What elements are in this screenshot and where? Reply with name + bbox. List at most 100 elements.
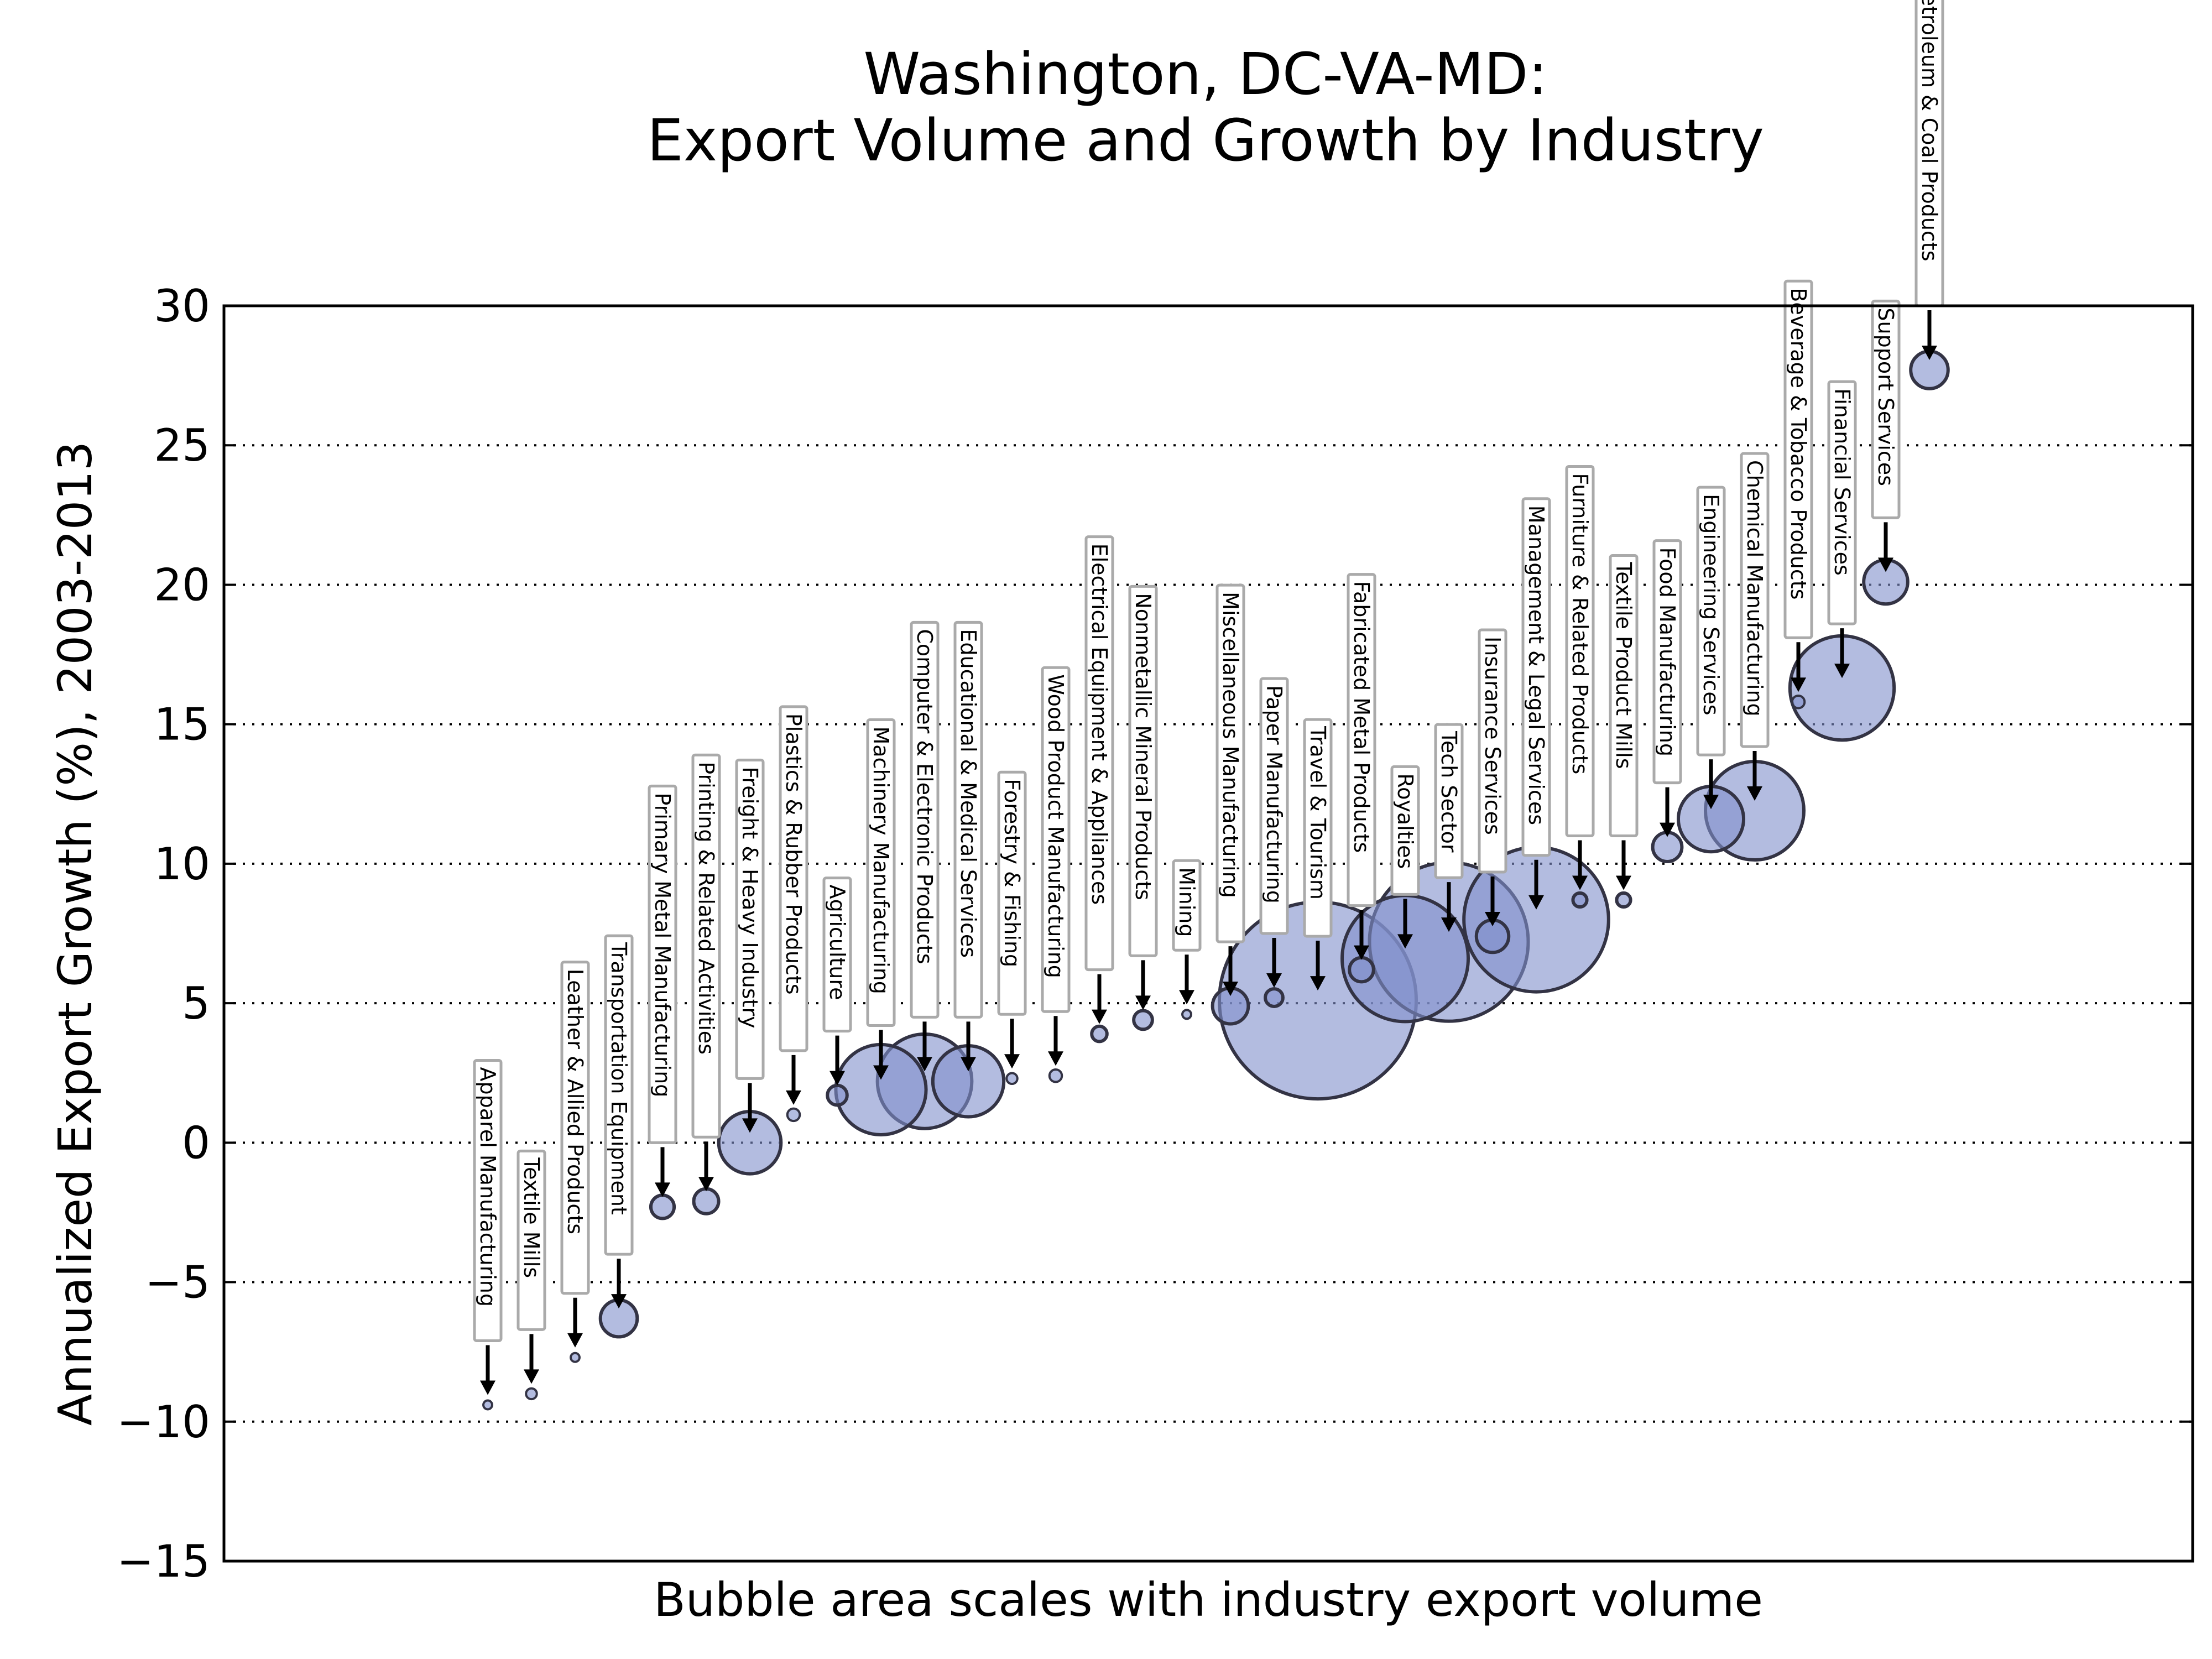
industry-label: Agriculture bbox=[825, 885, 849, 1000]
label-box bbox=[735, 758, 765, 1080]
industry-label: Wood Product Manufacturing bbox=[1044, 674, 1068, 978]
arrow-head bbox=[786, 1090, 801, 1105]
arrow-head bbox=[1747, 786, 1762, 801]
industry-label: Travel & Tourism bbox=[1306, 726, 1330, 900]
bubble bbox=[1348, 956, 1375, 984]
label-box bbox=[1128, 585, 1158, 957]
industry-label: Freight & Heavy Industry bbox=[738, 766, 762, 1028]
arrow-head bbox=[567, 1333, 583, 1348]
industry-label: Educational & Medical Services bbox=[956, 629, 980, 958]
industry-annotation: Leather & Allied Products bbox=[560, 961, 590, 1348]
industry-annotation: Tech Sector bbox=[1434, 723, 1464, 932]
label-box bbox=[1827, 380, 1857, 625]
arrow-head bbox=[961, 1057, 976, 1072]
industry-annotation: Nonmetallic Mineral Products bbox=[1128, 585, 1158, 1010]
industry-annotation: Educational & Medical Services bbox=[953, 620, 983, 1072]
label-box bbox=[648, 784, 677, 1144]
bubble bbox=[1181, 1009, 1192, 1020]
industry-annotation: Transportation Equipment bbox=[604, 934, 634, 1309]
industry-label: Beverage & Tobacco Products bbox=[1786, 288, 1811, 599]
industry-annotation: Printing & Related Activities bbox=[691, 753, 721, 1192]
label-box bbox=[473, 1059, 503, 1343]
arrow-head bbox=[830, 1071, 845, 1086]
label-box bbox=[910, 620, 940, 1019]
bubble bbox=[1615, 891, 1632, 909]
industry-annotation: Wood Product Manufacturing bbox=[1041, 666, 1071, 1066]
industry-label: Paper Manufacturing bbox=[1262, 685, 1286, 904]
industry-label: Transportation Equipment bbox=[607, 942, 631, 1215]
industry-label: Printing & Related Activities bbox=[694, 761, 718, 1055]
arrow-head bbox=[1528, 895, 1544, 910]
label-box bbox=[1434, 723, 1464, 879]
arrow-head bbox=[1616, 875, 1631, 890]
industry-label: Electrical Equipment & Appliances bbox=[1087, 544, 1112, 905]
arrow-head bbox=[1397, 934, 1413, 949]
plot-frame bbox=[222, 304, 2194, 1563]
x-axis-label: Bubble area scales with industry export … bbox=[654, 1573, 1763, 1627]
y-tick-label: 0 bbox=[182, 1117, 210, 1168]
bubble bbox=[525, 1387, 538, 1401]
arrow-head bbox=[1266, 973, 1282, 988]
bubble bbox=[482, 1399, 493, 1411]
industry-label: Primary Metal Manufacturing bbox=[650, 792, 675, 1097]
arrow-head bbox=[1223, 982, 1238, 997]
bubble bbox=[1132, 1009, 1154, 1031]
bubble bbox=[1005, 1072, 1019, 1086]
bubble bbox=[692, 1187, 721, 1215]
arrow-head bbox=[611, 1294, 627, 1309]
industry-annotation: Furniture & Related Products bbox=[1565, 465, 1595, 890]
industry-label: Food Manufacturing bbox=[1655, 547, 1679, 757]
label-box bbox=[866, 718, 896, 1027]
industry-annotation: Engineering Services bbox=[1696, 486, 1726, 810]
chart-title-line-1: Washington, DC-VA-MD: bbox=[863, 40, 1547, 108]
industry-annotation: Primary Metal Manufacturing bbox=[648, 784, 677, 1197]
industry-annotation: Support Services bbox=[1871, 299, 1901, 572]
bubble bbox=[1048, 1068, 1063, 1083]
industry-annotation: Financial Services bbox=[1827, 380, 1857, 679]
industry-annotation: Electrical Equipment & Appliances bbox=[1084, 535, 1114, 1024]
arrow-head bbox=[1834, 664, 1850, 679]
label-box bbox=[1259, 677, 1289, 935]
arrow-head bbox=[917, 1057, 932, 1072]
industry-annotation: Food Manufacturing bbox=[1652, 539, 1682, 837]
industry-annotation: Beverage & Tobacco Products bbox=[1783, 279, 1813, 692]
bubble bbox=[1264, 987, 1285, 1008]
label-box bbox=[1652, 539, 1682, 785]
arrow-head bbox=[1878, 557, 1893, 572]
industry-annotation: Miscellaneous Manufacturing bbox=[1215, 583, 1245, 997]
arrow-head bbox=[1791, 677, 1806, 692]
industry-annotation: Freight & Heavy Industry bbox=[735, 758, 765, 1133]
arrow-head bbox=[655, 1182, 670, 1197]
industry-label: Leather & Allied Products bbox=[563, 969, 587, 1234]
industry-label: Engineering Services bbox=[1699, 494, 1723, 715]
y-axis-label: Annualized Export Growth (%), 2003-2013 bbox=[48, 441, 102, 1426]
y-tick-label: 20 bbox=[154, 559, 210, 611]
y-tick-label: 15 bbox=[154, 699, 210, 750]
label-box bbox=[1084, 535, 1114, 972]
bubble bbox=[826, 1083, 849, 1107]
industry-label: Mining bbox=[1175, 867, 1199, 937]
industry-annotation: Chemical Manufacturing bbox=[1740, 452, 1770, 801]
arrow-head bbox=[1703, 795, 1719, 810]
arrow-head bbox=[1048, 1051, 1063, 1066]
bubble bbox=[649, 1193, 676, 1220]
industry-annotation: Management & Legal Services bbox=[1521, 497, 1551, 910]
industry-label: Apparel Manufacturing bbox=[476, 1067, 500, 1307]
y-tick-label: 10 bbox=[154, 838, 210, 890]
industry-label: Tech Sector bbox=[1437, 731, 1461, 853]
label-box bbox=[604, 934, 634, 1256]
industry-label: Forestry & Fishing bbox=[1000, 779, 1024, 967]
industry-annotation: Machinery Manufacturing bbox=[866, 718, 896, 1080]
y-tick-label: 30 bbox=[154, 280, 210, 332]
label-box bbox=[1478, 628, 1507, 874]
bubble bbox=[1090, 1024, 1109, 1044]
industry-annotation: Travel & Tourism bbox=[1303, 718, 1333, 991]
industry-annotation: Textile Mills bbox=[517, 1149, 546, 1384]
label-box bbox=[1215, 583, 1245, 943]
industry-label: Computer & Electronic Products bbox=[912, 629, 937, 964]
label-box bbox=[1871, 299, 1901, 519]
label-box bbox=[1696, 486, 1726, 757]
label-box bbox=[1041, 666, 1071, 1013]
industry-annotation: Apparel Manufacturing bbox=[473, 1059, 503, 1395]
